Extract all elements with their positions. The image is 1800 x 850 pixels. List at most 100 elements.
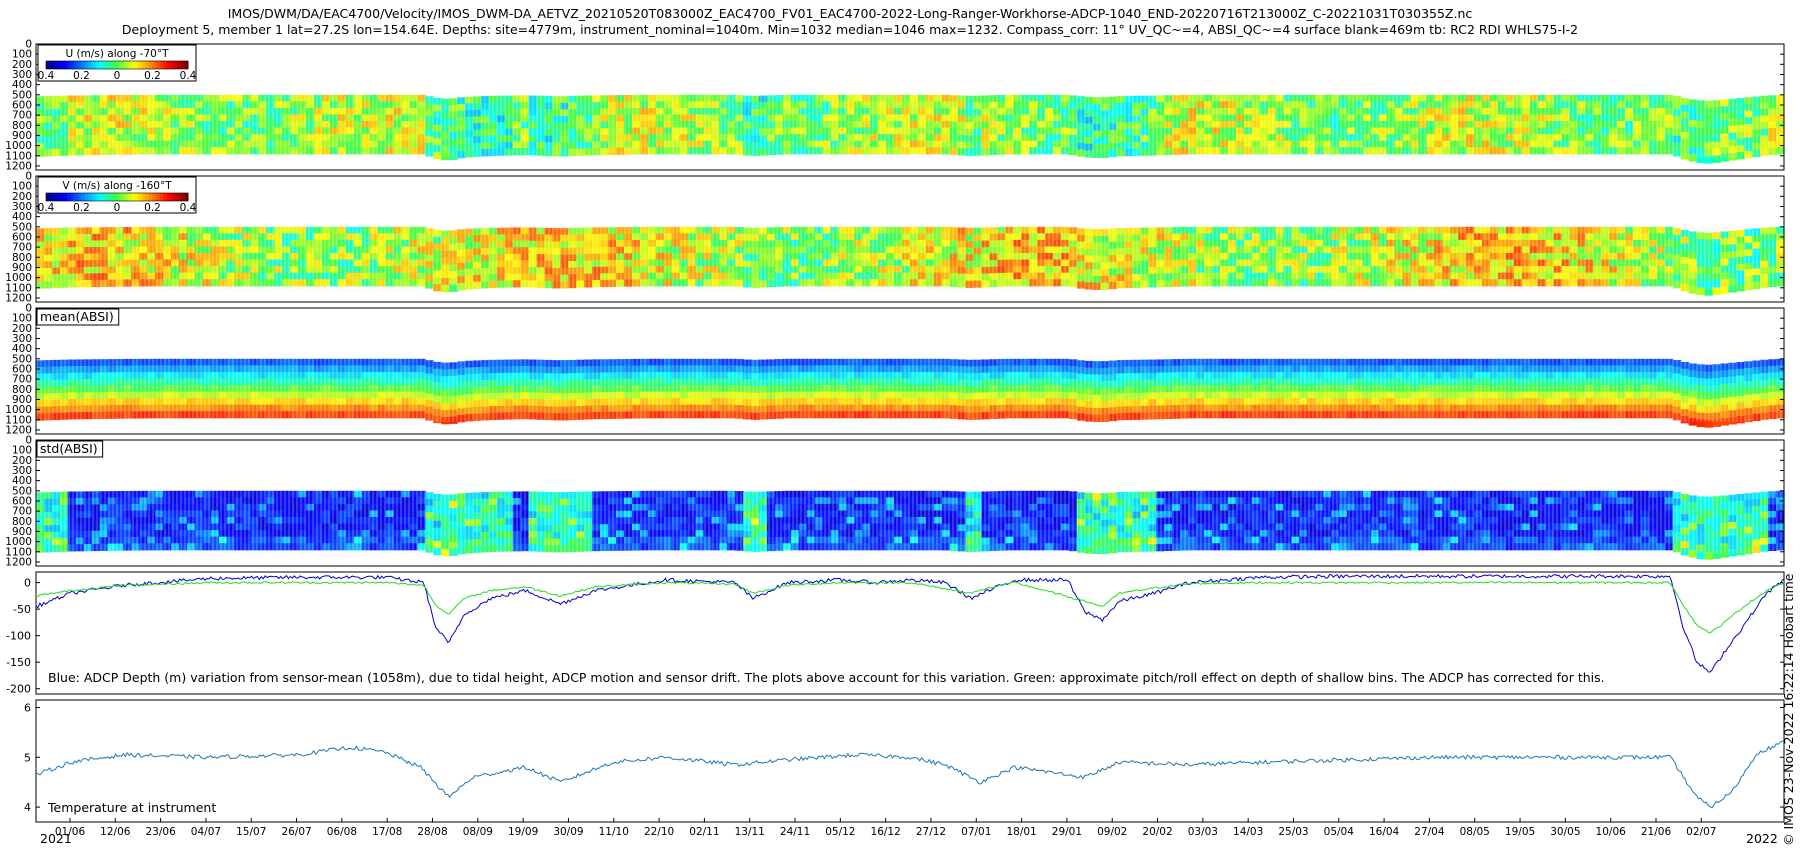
y-tick-label: 700 xyxy=(12,110,32,122)
panel-frame xyxy=(35,43,1785,171)
colorbar-segment xyxy=(120,193,125,201)
colorbar-segment xyxy=(141,61,146,69)
colorbar-tick-label: 0.4 xyxy=(180,202,197,214)
colorbar-segment xyxy=(63,61,68,69)
heatmap-cell xyxy=(1696,287,1706,296)
y-tick-label: 800 xyxy=(12,252,32,264)
colorbar-segment xyxy=(109,61,114,69)
y-tick-label: 1000 xyxy=(5,272,32,284)
panel-u: 0100200300400500600700800900100011001200… xyxy=(5,39,1785,172)
colorbar-segment xyxy=(163,61,168,69)
colorbar-segment xyxy=(124,193,129,201)
colorbar-segment xyxy=(156,61,161,69)
colorbar-segment xyxy=(77,193,82,201)
colorbar-segment xyxy=(95,193,100,201)
colorbar-segment xyxy=(46,61,51,69)
colorbar-frame xyxy=(45,60,189,70)
y-tick-label: 1200 xyxy=(5,160,32,172)
y-tick-label: 300 xyxy=(12,201,32,213)
y-tick-label: 400 xyxy=(12,211,32,223)
colorbar-segment xyxy=(113,61,118,69)
y-tick-label: 900 xyxy=(12,262,32,274)
y-tick-label: 500 xyxy=(12,89,32,101)
colorbar-segment xyxy=(106,61,111,69)
y-tick-label: 600 xyxy=(12,99,32,111)
noise-texture xyxy=(36,94,1784,158)
noise-texture xyxy=(36,226,1784,290)
colorbar-segment xyxy=(134,61,139,69)
colorbar-tick-label: 0 xyxy=(114,70,121,82)
y-tick-label: 200 xyxy=(12,59,32,71)
panel-mean_absi: 0100200300400500600700800900100011001200… xyxy=(5,303,1785,436)
colorbar-tick-label: 0.2 xyxy=(73,70,90,82)
y-tick-label: 1200 xyxy=(5,292,32,304)
colorbar-segment xyxy=(152,61,157,69)
colorbar-segment xyxy=(159,193,164,201)
y-tick-label: 0 xyxy=(25,171,32,183)
colorbar-segment xyxy=(156,193,161,201)
colorbar-segment xyxy=(109,193,114,201)
y-tick-label: 800 xyxy=(12,120,32,132)
colorbar-segment xyxy=(141,193,146,201)
colorbar-tick-label: 0.4 xyxy=(38,70,55,82)
y-tick-label: 600 xyxy=(12,231,32,243)
colorbar-segment xyxy=(138,193,143,201)
colorbar-segment xyxy=(166,193,171,201)
figure-path-title: IMOS/DWM/DA/EAC4700/Velocity/IMOS_DWM-DA… xyxy=(228,6,1473,21)
colorbar-title: U (m/s) along -70°T xyxy=(65,48,169,60)
y-tick-label: 100 xyxy=(12,181,32,193)
colorbar-segment xyxy=(134,193,139,201)
colorbar-segment xyxy=(46,193,51,201)
heatmap-cell xyxy=(1712,155,1722,163)
colorbar-segment xyxy=(99,193,104,201)
colorbar-segment xyxy=(53,61,58,69)
colorbar-segment xyxy=(53,193,58,201)
colorbar-segment xyxy=(170,193,175,201)
colorbar-segment xyxy=(163,193,168,201)
heatmap-cell xyxy=(1712,287,1722,295)
y-tick-label: 1100 xyxy=(5,150,32,162)
heatmap-cell xyxy=(1704,156,1714,164)
colorbar-segment xyxy=(95,61,100,69)
y-tick-label: 1100 xyxy=(5,282,32,294)
colorbar-segment xyxy=(74,61,79,69)
colorbar-tick-label: 0.2 xyxy=(73,202,90,214)
colorbar-segment xyxy=(67,61,72,69)
colorbar-segment xyxy=(49,193,54,201)
colorbar-segment xyxy=(131,61,136,69)
colorbar-segment xyxy=(92,61,97,69)
colorbar-segment xyxy=(131,193,136,201)
heatmap-cell xyxy=(1720,286,1729,294)
colorbar-title: V (m/s) along -160°T xyxy=(62,180,172,192)
colorbar-segment xyxy=(70,193,75,201)
colorbar-segment xyxy=(81,61,86,69)
colorbar-segment xyxy=(177,61,182,69)
colorbar-segment xyxy=(106,193,111,201)
colorbar-segment xyxy=(113,193,118,201)
colorbar-segment xyxy=(67,193,72,201)
heatmap-cell xyxy=(1696,155,1706,164)
colorbar-segment xyxy=(177,193,182,201)
colorbar-segment xyxy=(56,193,61,201)
panel-v: 0100200300400500600700800900100011001200… xyxy=(5,171,1785,304)
colorbar-segment xyxy=(49,61,54,69)
colorbar-segment xyxy=(77,61,82,69)
figure-info-title: Deployment 5, member 1 lat=27.2S lon=154… xyxy=(122,22,1578,37)
colorbar-segment xyxy=(74,193,79,201)
colorbar-segment xyxy=(70,61,75,69)
y-tick-label: 200 xyxy=(12,191,32,203)
colorbar-segment xyxy=(88,61,93,69)
colorbar-segment xyxy=(120,61,125,69)
y-tick-label: 500 xyxy=(12,221,32,233)
colorbar-segment xyxy=(102,61,107,69)
panel-frame xyxy=(35,175,1785,303)
colorbar-tick-label: 0.4 xyxy=(180,70,197,82)
colorbar-segment xyxy=(170,61,175,69)
heatmap-cell xyxy=(1688,286,1698,294)
colorbar-tick-label: 0.2 xyxy=(144,202,161,214)
colorbar-segment xyxy=(180,61,185,69)
heatmap-cell xyxy=(1720,154,1729,162)
colorbar-tick-label: 0.2 xyxy=(144,70,161,82)
colorbar-segment xyxy=(117,193,122,201)
